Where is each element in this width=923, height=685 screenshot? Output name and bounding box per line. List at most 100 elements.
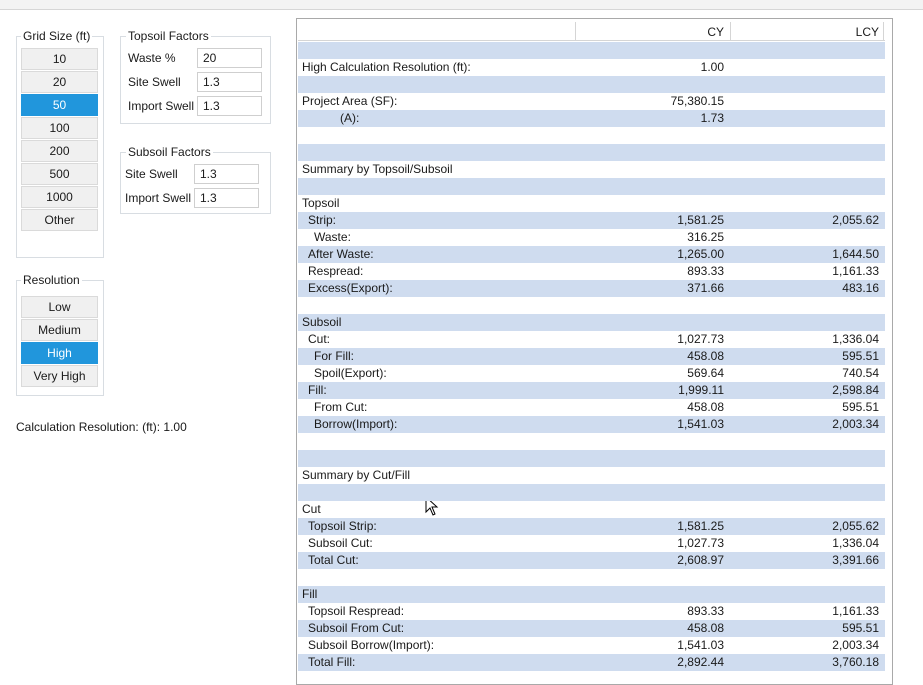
row-shading bbox=[298, 348, 885, 365]
row-shading bbox=[298, 654, 885, 671]
row-shading bbox=[298, 518, 885, 535]
option-button[interactable]: Very High bbox=[21, 365, 98, 387]
row-shading bbox=[298, 42, 885, 59]
row-label: Borrow(Import): bbox=[314, 417, 398, 431]
row-label: Total Fill: bbox=[308, 655, 356, 669]
group-title: Topsoil Factors bbox=[126, 29, 211, 43]
cy-value: 1,999.11 bbox=[678, 383, 724, 397]
text-input[interactable]: 20 bbox=[197, 48, 262, 68]
column-divider bbox=[575, 22, 576, 41]
row-label: Respread: bbox=[308, 264, 364, 278]
option-button[interactable]: 500 bbox=[21, 163, 98, 185]
row-shading bbox=[298, 586, 885, 603]
option-button[interactable]: Other bbox=[21, 209, 98, 231]
lcy-value: 3,760.18 bbox=[832, 655, 879, 669]
row-label: Cut bbox=[302, 502, 321, 516]
field-label: Import Swell bbox=[125, 191, 192, 205]
text-input[interactable]: 1.3 bbox=[194, 164, 259, 184]
row-shading bbox=[298, 246, 885, 263]
field-label: Waste % bbox=[128, 51, 176, 65]
lcy-value: 1,161.33 bbox=[832, 604, 879, 618]
cy-value: 1,581.25 bbox=[677, 213, 724, 227]
group-title: Subsoil Factors bbox=[126, 145, 213, 159]
row-label: (A): bbox=[340, 111, 360, 125]
row-label: Subsoil bbox=[302, 315, 342, 329]
row-shading bbox=[298, 212, 885, 229]
mouse-cursor bbox=[425, 496, 439, 516]
option-button[interactable]: 50 bbox=[21, 94, 98, 116]
option-button[interactable]: Medium bbox=[21, 319, 98, 341]
row-shading bbox=[298, 620, 885, 637]
toolbar bbox=[0, 0, 923, 10]
cy-value: 1.73 bbox=[700, 111, 724, 125]
row-label: Summary by Cut/Fill bbox=[302, 468, 411, 482]
text-input[interactable]: 1.3 bbox=[197, 72, 262, 92]
row-label: Project Area (SF): bbox=[302, 94, 398, 108]
cy-value: 1,541.03 bbox=[677, 417, 724, 431]
text-input[interactable]: 1.3 bbox=[194, 188, 259, 208]
report-header bbox=[298, 22, 885, 41]
row-label: Fill: bbox=[308, 383, 327, 397]
cy-value: 2,892.44 bbox=[677, 655, 724, 669]
cy-value: 458.08 bbox=[687, 400, 724, 414]
row-label: Cut: bbox=[308, 332, 331, 346]
row-label: Excess(Export): bbox=[308, 281, 393, 295]
row-label: From Cut: bbox=[314, 400, 368, 414]
cy-value: 1,581.25 bbox=[677, 519, 724, 533]
lcy-value: 595.51 bbox=[842, 621, 879, 635]
row-shading bbox=[298, 314, 885, 331]
row-label: Topsoil bbox=[302, 196, 340, 210]
lcy-value: 1,336.04 bbox=[832, 536, 879, 550]
row-label: Subsoil From Cut: bbox=[308, 621, 405, 635]
lcy-value: 2,055.62 bbox=[832, 213, 879, 227]
option-button[interactable]: 200 bbox=[21, 140, 98, 162]
row-label: Subsoil Cut: bbox=[308, 536, 373, 550]
lcy-value: 2,003.34 bbox=[832, 638, 879, 652]
row-shading bbox=[298, 144, 885, 161]
row-label: Strip: bbox=[308, 213, 337, 227]
cy-value: 569.64 bbox=[687, 366, 724, 380]
lcy-value: 595.51 bbox=[842, 400, 879, 414]
option-button[interactable]: 100 bbox=[21, 117, 98, 139]
column-header: CY bbox=[707, 25, 724, 39]
row-label: For Fill: bbox=[314, 349, 354, 363]
field-label: Import Swell bbox=[128, 99, 195, 113]
cy-value: 2,608.97 bbox=[677, 553, 724, 567]
row-label: After Waste: bbox=[308, 247, 374, 261]
lcy-value: 740.54 bbox=[842, 366, 879, 380]
row-label: Spoil(Export): bbox=[314, 366, 387, 380]
column-divider bbox=[883, 22, 884, 41]
cy-value: 893.33 bbox=[687, 264, 724, 278]
cy-value: 1,027.73 bbox=[677, 332, 724, 346]
row-label: Fill bbox=[302, 587, 318, 601]
group-title: Resolution bbox=[21, 273, 82, 287]
row-label: Waste: bbox=[314, 230, 351, 244]
column-header: LCY bbox=[855, 25, 879, 39]
cy-value: 1,265.00 bbox=[677, 247, 724, 261]
option-button[interactable]: 1000 bbox=[21, 186, 98, 208]
option-button[interactable]: High bbox=[21, 342, 98, 364]
row-shading bbox=[298, 416, 885, 433]
option-button[interactable]: Low bbox=[21, 296, 98, 318]
group-title: Grid Size (ft) bbox=[21, 29, 93, 43]
lcy-value: 3,391.66 bbox=[832, 553, 879, 567]
calculation-resolution: Calculation Resolution: (ft): 1.00 bbox=[16, 420, 187, 434]
text-input[interactable]: 1.3 bbox=[197, 96, 262, 116]
option-button[interactable]: 20 bbox=[21, 71, 98, 93]
row-label: Total Cut: bbox=[308, 553, 359, 567]
row-label: Topsoil Strip: bbox=[308, 519, 377, 533]
cy-value: 1,541.03 bbox=[677, 638, 724, 652]
lcy-value: 2,598.84 bbox=[832, 383, 879, 397]
cy-value: 75,380.15 bbox=[670, 94, 724, 108]
field-label: Site Swell bbox=[125, 167, 178, 181]
row-shading bbox=[298, 76, 885, 93]
cy-value: 371.66 bbox=[687, 281, 724, 295]
cy-value: 893.33 bbox=[687, 604, 724, 618]
row-label: Subsoil Borrow(Import): bbox=[308, 638, 435, 652]
cy-value: 316.25 bbox=[687, 230, 724, 244]
field-label: Site Swell bbox=[128, 75, 181, 89]
option-button[interactable]: 10 bbox=[21, 48, 98, 70]
row-label: Topsoil Respread: bbox=[308, 604, 405, 618]
row-label: High Calculation Resolution (ft): bbox=[302, 60, 471, 74]
